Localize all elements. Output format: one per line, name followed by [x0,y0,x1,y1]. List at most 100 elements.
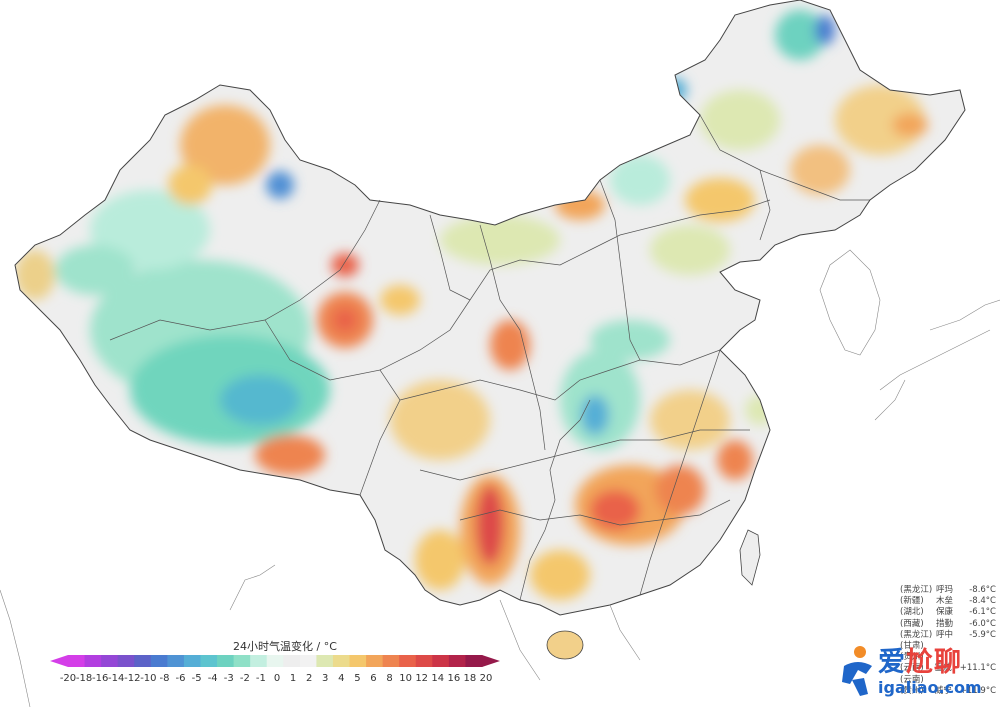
extreme-province: (湖北) [900,607,924,618]
scale-swatch [283,655,301,667]
scale-tick-label: 10 [399,673,412,684]
scale-swatch [432,655,450,667]
legend-title: 24小时气温变化 / °C [233,640,337,653]
taiwan-island [739,529,761,586]
scale-tick-label: 8 [386,673,393,684]
scale-tick-label: 6 [370,673,377,684]
extreme-city: 保康 [936,607,954,618]
extreme-row: (云南) [900,675,996,686]
scale-tick-label: 14 [431,673,445,684]
scale-swatch [382,655,400,667]
scale-tick-label: 3 [322,673,329,684]
scale-tick-label: -4 [207,673,218,684]
extreme-value: -5.9°C [969,629,996,640]
scale-tick-label: -8 [159,673,170,684]
extreme-province: (云南) [900,663,924,674]
extreme-row: (贵州) [900,652,996,663]
scale-swatch [366,655,384,667]
extreme-row: (湖北) 保康 -6.1°C [900,607,996,618]
extreme-value: +11.1°C [959,663,996,674]
extreme-value: -6.0°C [969,618,996,629]
extreme-city: 宣威 [934,663,952,674]
temperature-field [15,10,928,600]
extreme-row: (西藏) 措勤 -6.0°C [900,619,996,630]
scale-tick-label: -12 [124,673,141,684]
scale-tick-label: 4 [338,673,345,684]
extreme-row: (云南) 宣威 +11.1°C [900,663,996,674]
scale-tick-label: -16 [91,673,109,684]
scale-tick-label: -14 [108,673,125,684]
scale-swatch [399,655,417,667]
scale-tick-label: 5 [354,673,361,684]
scale-swatch [299,655,317,667]
scale-swatch [84,655,102,667]
extreme-city: 措勤 [936,618,954,629]
scale-tick-label: -5 [191,673,202,684]
neighbour-coastlines [0,249,1000,707]
scale-swatch [316,655,334,667]
scale-swatch [183,655,201,667]
extreme-row: (新疆) 木垒 -8.4°C [900,596,996,607]
color-scale-bar [50,655,500,667]
scale-swatch [448,655,466,667]
extreme-province: (黑龙江) [900,629,933,640]
watermark-brand-a: 爱 [878,647,906,678]
extreme-province: (甘肃) [900,641,924,652]
extreme-row: (甘肃) [900,641,996,652]
extreme-row: (贵州) 威宁 +11.9°C [900,686,996,697]
watermark-logo-icon [842,646,872,696]
scale-tick-label: 16 [447,673,461,684]
scale-swatch [266,655,284,667]
scale-swatch [134,655,152,667]
extreme-province: (贵州) [900,652,924,663]
extreme-city: 威宁 [934,685,952,696]
scale-swatch [349,655,367,667]
extremes-list: (黑龙江) 呼玛 -8.6°C (新疆) 木垒 -8.4°C (湖北) 保康 -6.1°C (西藏… [900,585,996,697]
scale-swatch [101,655,119,667]
extreme-value: +11.9°C [959,685,996,696]
extreme-province: (新疆) [900,596,924,607]
scale-tick-label: -20 [59,673,77,684]
scale-swatch [150,655,168,667]
scale-swatch [332,655,351,667]
watermark-brand: 爱尬聊 [878,640,962,679]
scale-swatch [200,655,218,667]
scale-tick-label: -2 [239,673,250,684]
scale-tick-label: -6 [175,673,186,684]
scale-swatch [250,655,268,667]
watermark-brand-b: 尬聊 [906,647,962,678]
extreme-row: (黑龙江) 呼中 -5.9°C [900,630,996,641]
scale-swatch [167,655,185,667]
scale-tick-label: 20 [479,673,493,684]
watermark: 爱尬聊 igaliao.com [838,640,998,702]
extreme-city: 呼玛 [936,585,954,595]
scale-tick-label: -3 [223,673,234,684]
scale-tick-label: 18 [463,673,477,684]
extreme-value: -8.4°C [969,596,996,607]
scale-tick-label: 2 [305,673,313,684]
scale-tick-label: -10 [140,673,157,684]
watermark-domain: igaliao.com [878,678,982,697]
scale-swatch [233,655,251,667]
extreme-value: -6.1°C [969,607,996,618]
scale-tick-label: -1 [255,673,266,684]
extreme-value: -8.6°C [969,585,996,595]
scale-tick-label: 1 [289,673,297,684]
hainan-island [546,630,584,660]
extreme-province: (西藏) [900,618,924,629]
scale-swatch [415,655,433,667]
extreme-province: (贵州) [900,685,924,696]
extreme-city: 呼中 [936,629,954,640]
scale-tick-label: -18 [75,673,93,684]
extreme-province: (黑龙江) [900,585,933,595]
scale-swatch [465,655,483,667]
scale-tick-label: 0 [273,673,281,684]
province-borders [109,114,870,601]
extreme-province: (云南) [900,674,924,685]
china-border [14,0,966,616]
scale-swatch [68,655,86,667]
scale-swatch [117,655,135,667]
extreme-row: (黑龙江) 呼玛 -8.6°C [900,585,996,596]
scale-swatch [217,655,235,667]
